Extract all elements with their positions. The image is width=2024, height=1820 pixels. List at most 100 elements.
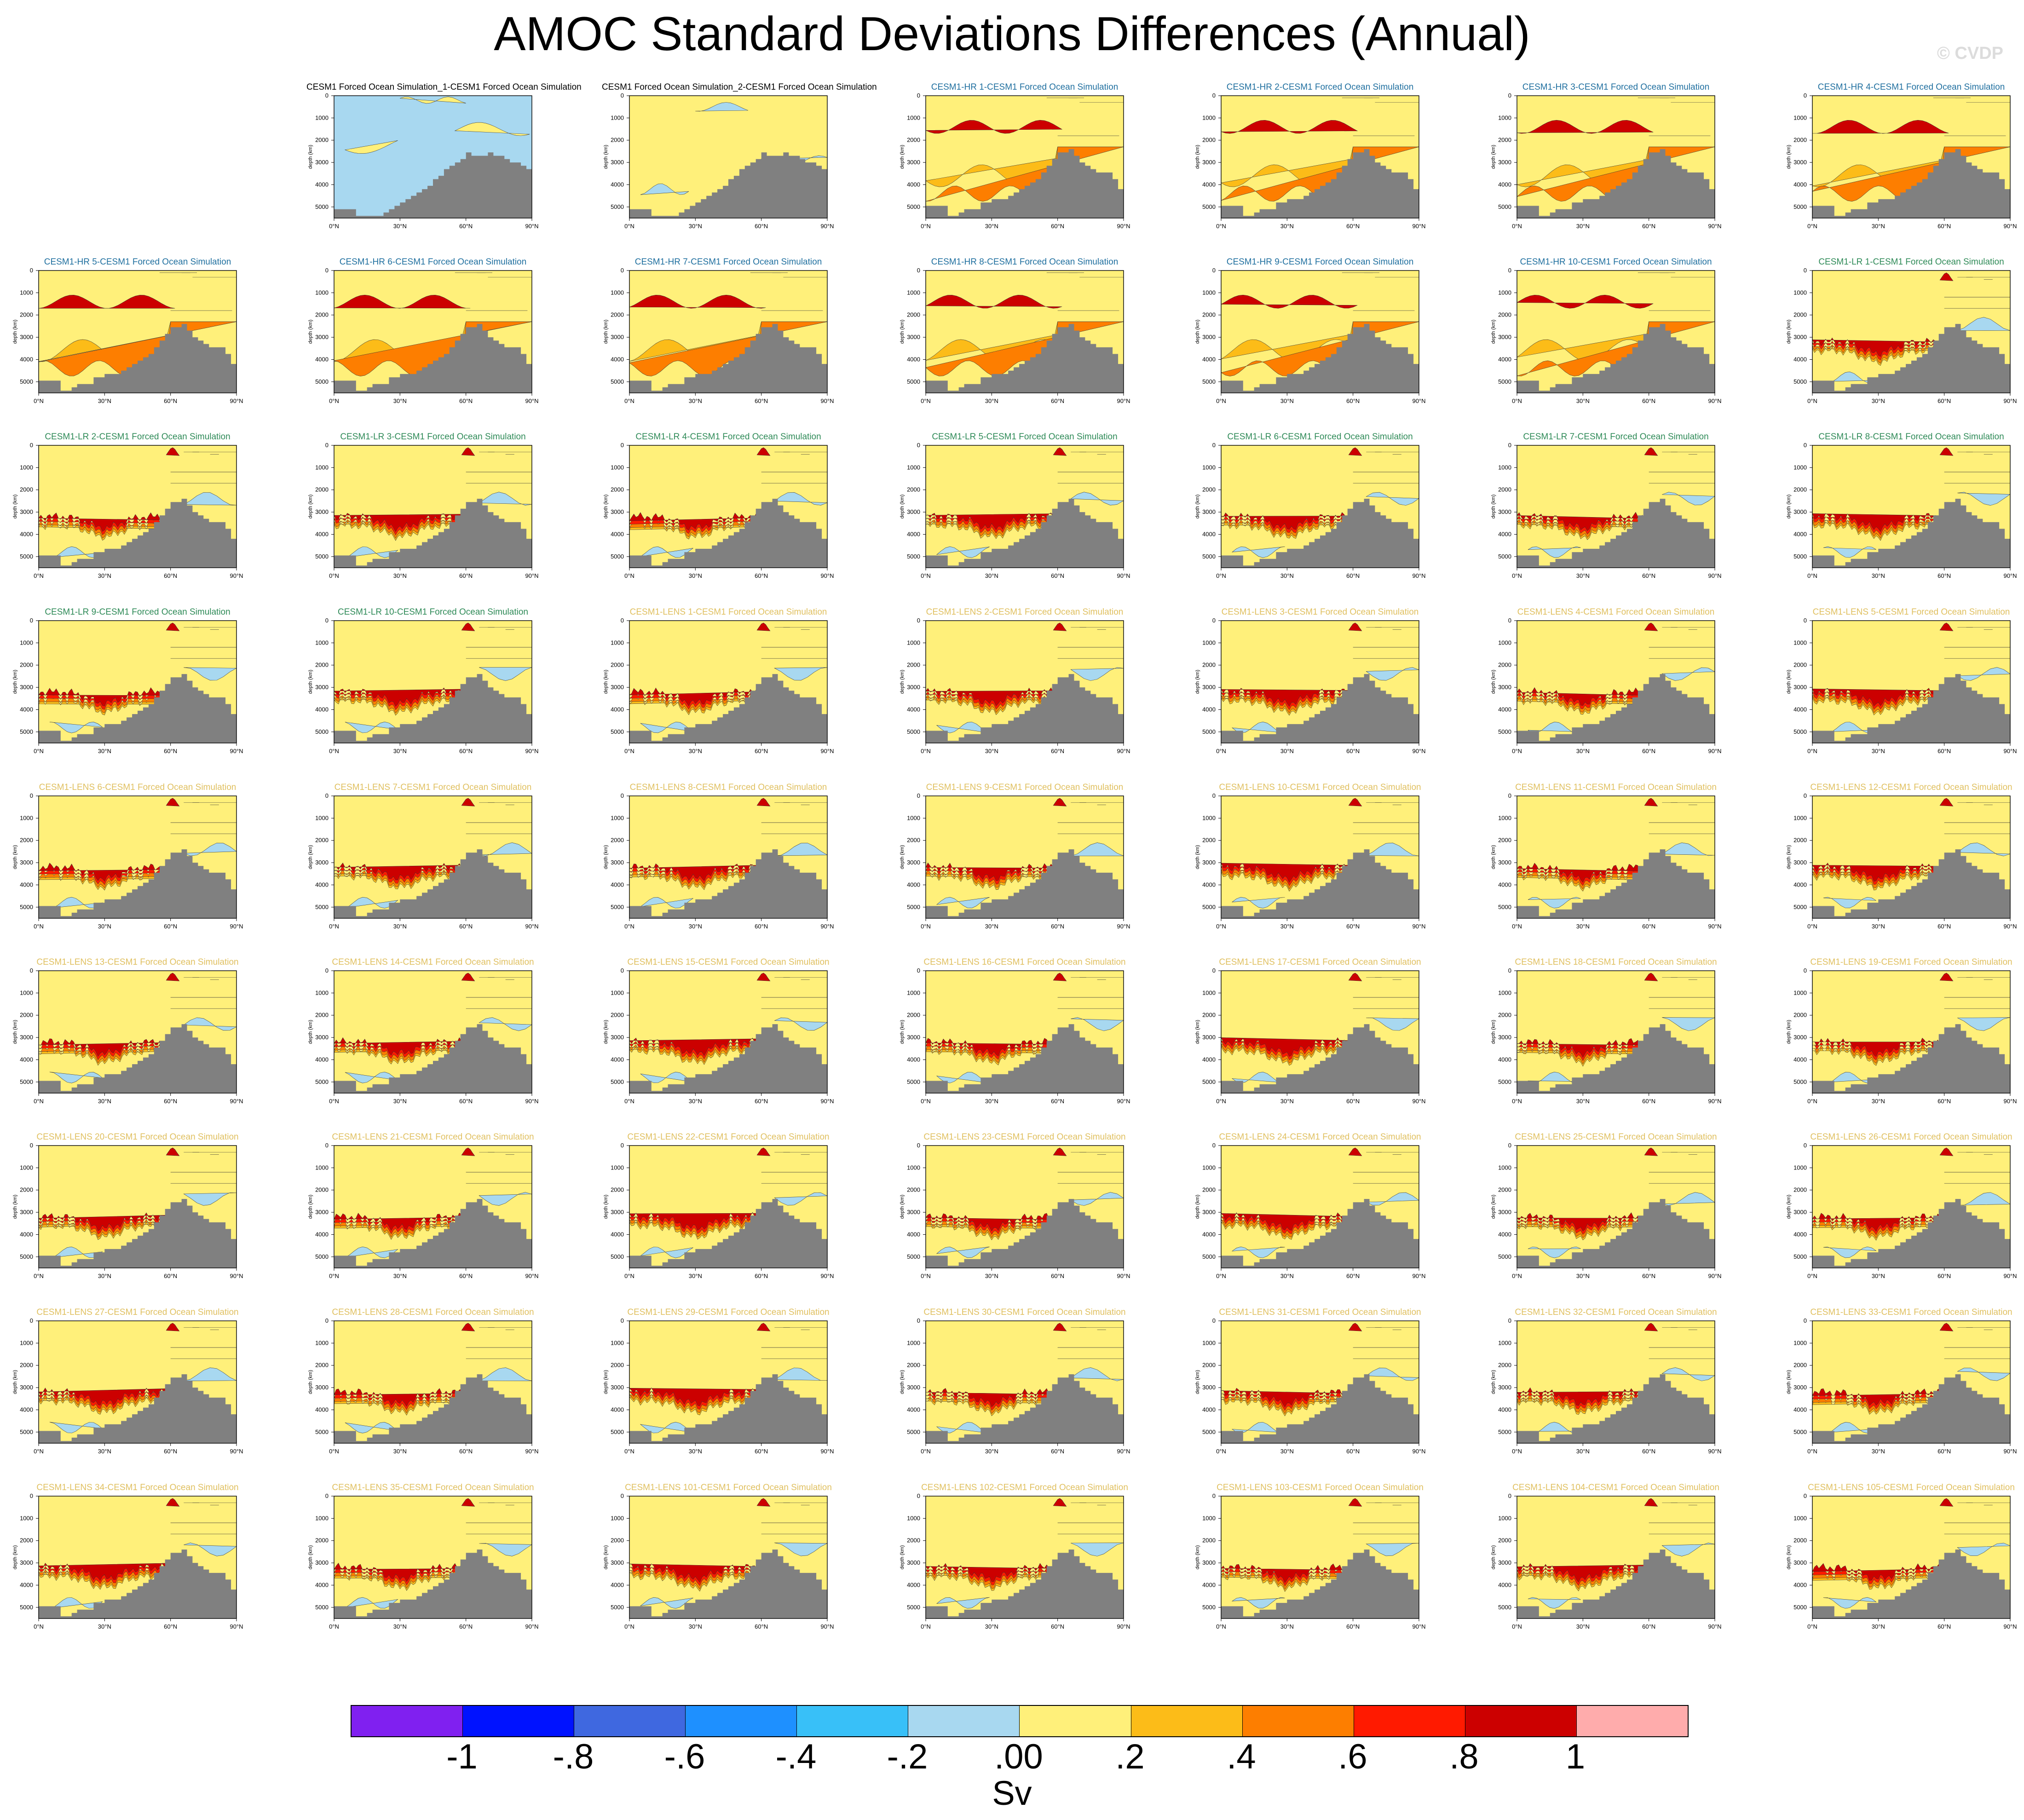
y-axis-label: depth (km)	[603, 1545, 609, 1570]
contour-fill	[1644, 622, 1658, 631]
y-tick-label: 4000	[1202, 1406, 1216, 1413]
y-tick-label: 1000	[20, 289, 33, 296]
y-axis-label: depth (km)	[900, 1195, 905, 1219]
panel: CESM1-LENS 22-CESM1 Forced Ocean Simulat…	[602, 1132, 869, 1307]
contour-fill	[1231, 546, 1285, 558]
panel: CESM1-LENS 17-CESM1 Forced Ocean Simulat…	[1194, 957, 1460, 1132]
x-tick-label: 60°N	[1938, 748, 1951, 754]
y-tick-label: 2000	[611, 1537, 624, 1544]
panel-title: CESM1-LENS 22-CESM1 Forced Ocean Simulat…	[627, 1132, 830, 1142]
y-tick-label: 1000	[315, 639, 329, 646]
panel-plot: 0 1000 2000 3000 4000 5000 depth (km) 0°N 30°N 60…	[1195, 617, 1426, 754]
contour-fill	[344, 140, 398, 154]
y-tick-label: 2000	[1793, 486, 1807, 493]
y-tick-label: 5000	[611, 378, 624, 385]
contour-fill	[774, 1543, 827, 1556]
x-tick-label: 30°N	[689, 1273, 702, 1279]
y-tick-label: 2000	[1793, 837, 1807, 844]
contour-fill	[166, 447, 180, 456]
panel-frame	[334, 1496, 532, 1619]
panel-frame	[1221, 620, 1419, 743]
colorbar-swatch	[462, 1706, 574, 1736]
panel: CESM1-HR 10-CESM1 Forced Ocean Simulatio…	[1489, 257, 1756, 432]
y-tick-label: 1000	[1793, 1515, 1807, 1521]
y-tick-label: 5000	[1202, 904, 1216, 910]
y-tick-label: 1000	[20, 464, 33, 471]
y-tick-label: 4000	[611, 1056, 624, 1063]
y-tick-label: 3000	[907, 859, 920, 866]
panel-frame	[334, 270, 532, 393]
y-tick-label: 0	[325, 617, 329, 624]
x-tick-label: 90°N	[1117, 748, 1130, 754]
topography	[629, 1374, 827, 1443]
topography	[926, 674, 1124, 743]
y-tick-label: 3000	[1202, 684, 1216, 691]
panel-plot: 0 1000 2000 3000 4000 5000 depth (km) 0°N 30°N 60…	[1786, 792, 2017, 930]
colorbar-swatch	[796, 1706, 908, 1736]
panel-plot: 0 1000 2000 3000 4000 5000 depth (km) 0°N 30°N 60…	[12, 1142, 243, 1279]
y-tick-label: 5000	[315, 1078, 329, 1085]
y-tick-label: 2000	[1793, 1537, 1807, 1544]
contour-fill	[183, 1192, 236, 1206]
panel-title: CESM1-LENS 25-CESM1 Forced Ocean Simulat…	[1515, 1132, 1717, 1142]
y-tick-label: 2000	[907, 1362, 920, 1369]
contour-fill	[756, 1147, 771, 1156]
topography	[334, 324, 532, 393]
contour-fill	[1053, 1498, 1067, 1507]
y-tick-label: 3000	[907, 684, 920, 691]
y-tick-label: 5000	[1202, 1253, 1216, 1260]
topography	[1517, 149, 1715, 218]
panel-title: CESM1-LENS 21-CESM1 Forced Ocean Simulat…	[332, 1132, 534, 1142]
y-tick-label: 2000	[1202, 1012, 1216, 1019]
colorbar-label: .00	[994, 1737, 1043, 1776]
panel-title: CESM1-LENS 20-CESM1 Forced Ocean Simulat…	[36, 1132, 239, 1142]
topography	[629, 499, 827, 568]
y-tick-label: 0	[1804, 92, 1807, 99]
y-tick-label: 4000	[1202, 1056, 1216, 1063]
x-tick-label: 0°N	[34, 572, 44, 579]
y-tick-label: 4000	[1793, 356, 1807, 363]
x-tick-label: 60°N	[164, 572, 177, 579]
panel: CESM1-LR 10-CESM1 Forced Ocean Simulatio…	[306, 607, 573, 782]
x-tick-label: 60°N	[1051, 1448, 1064, 1455]
x-tick-label: 90°N	[2003, 223, 2017, 230]
x-tick-label: 90°N	[1412, 748, 1425, 754]
panel-frame	[1221, 270, 1419, 393]
contour-fill	[1070, 667, 1124, 681]
y-tick-label: 4000	[907, 706, 920, 713]
y-tick-label: 3000	[20, 1384, 33, 1391]
topography	[334, 499, 532, 568]
contour-fill	[1661, 1367, 1715, 1381]
y-tick-label: 2000	[611, 662, 624, 668]
panel-title: CESM1-LENS 24-CESM1 Forced Ocean Simulat…	[1219, 1132, 1421, 1142]
y-axis-label: depth (km)	[308, 1020, 313, 1044]
panel-plot: 0 1000 2000 3000 4000 5000 depth (km) 0°N 30°N 60…	[603, 967, 834, 1105]
y-axis-label: depth (km)	[1786, 1195, 1792, 1219]
x-tick-label: 30°N	[689, 748, 702, 754]
topography	[1812, 674, 2010, 743]
x-tick-label: 90°N	[1117, 923, 1130, 930]
panel-title: CESM1-HR 1-CESM1 Forced Ocean Simulation	[931, 82, 1119, 92]
contour-fill	[774, 1017, 827, 1031]
panel-title: CESM1-LENS 7-CESM1 Forced Ocean Simulati…	[334, 783, 532, 792]
colorbar	[351, 1705, 1689, 1737]
panel-frame	[1517, 445, 1715, 568]
y-tick-label: 5000	[1793, 728, 1807, 735]
y-tick-label: 2000	[1793, 1186, 1807, 1193]
y-tick-label: 1000	[1498, 989, 1511, 996]
y-tick-label: 1000	[1793, 464, 1807, 471]
contour-fill	[1070, 1367, 1124, 1381]
panel-frame	[925, 270, 1124, 393]
y-tick-label: 3000	[1498, 1384, 1511, 1391]
y-tick-label: 2000	[1793, 1012, 1807, 1019]
y-tick-label: 2000	[1498, 486, 1511, 493]
colorbar-label: .6	[1338, 1737, 1367, 1776]
x-tick-label: 60°N	[1938, 397, 1951, 404]
y-axis-label: depth (km)	[1195, 670, 1200, 694]
contour-fill	[756, 622, 771, 631]
topography	[334, 674, 532, 743]
contour-fill	[1957, 667, 2010, 681]
panel-frame	[1221, 1320, 1419, 1444]
topography	[1221, 324, 1419, 393]
panel-title: CESM1-LENS 105-CESM1 Forced Ocean Simula…	[1808, 1483, 2015, 1492]
